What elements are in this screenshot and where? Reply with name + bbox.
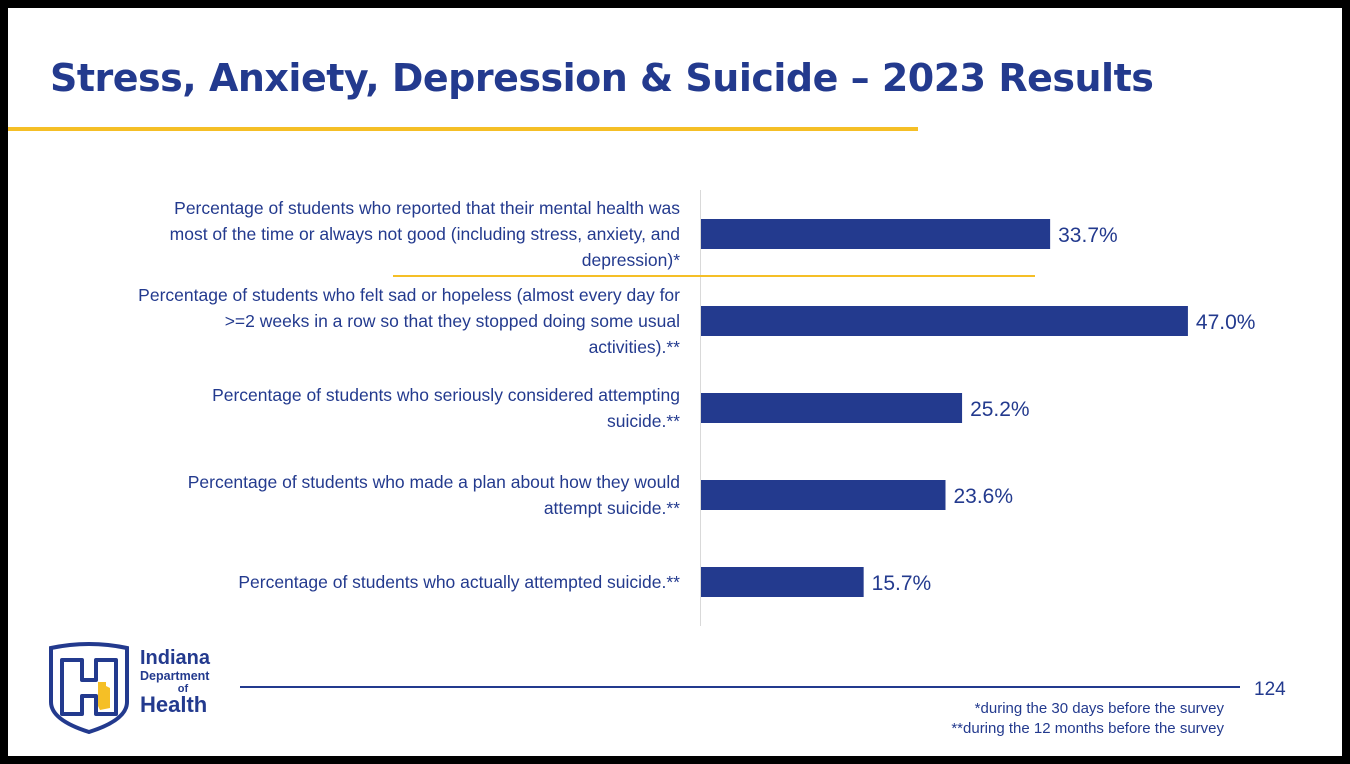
category-label-line: depression)* [582, 250, 680, 270]
bar-2 [701, 393, 963, 423]
category-label-line: Percentage of students who made a plan a… [188, 472, 680, 492]
category-label-2: Percentage of students who seriously con… [212, 385, 680, 431]
category-label-4: Percentage of students who actually atte… [238, 572, 680, 592]
slide-title: Stress, Anxiety, Depression & Suicide – … [50, 56, 1154, 100]
category-label-1: Percentage of students who felt sad or h… [138, 285, 680, 357]
bars-group: 33.7% Percentage of students who reported… [138, 198, 1255, 597]
category-label-line: attempt suicide.** [544, 498, 680, 518]
page-number: 124 [1254, 679, 1286, 700]
value-label-1: 47.0% [1196, 311, 1256, 334]
logo-line-department: Department [140, 669, 210, 683]
footnote-30-days: *during the 30 days before the survey [974, 700, 1224, 717]
category-label-line: most of the time or always not good (inc… [170, 224, 680, 244]
category-label-0: Percentage of students who reported that… [170, 198, 681, 270]
bar-0 [701, 219, 1051, 249]
bar-chart: 33.7% Percentage of students who reported… [138, 190, 1255, 626]
category-label-3: Percentage of students who made a plan a… [188, 472, 680, 518]
logo-line-of: of [177, 682, 189, 695]
title-underline [8, 127, 918, 131]
category-label-line: Percentage of students who seriously con… [212, 385, 680, 405]
category-label-line: suicide.** [607, 411, 680, 431]
logo-wordmark: Indiana Department of Health [140, 648, 226, 716]
category-label-line: activities).** [589, 337, 681, 357]
slide: Stress, Anxiety, Depression & Suicide – … [8, 8, 1342, 756]
value-label-4: 15.7% [872, 572, 932, 595]
footer-divider [240, 686, 1240, 688]
bar-1 [701, 306, 1188, 336]
logo-line-health: Health [140, 691, 208, 717]
bar-4 [701, 567, 864, 597]
value-label-2: 25.2% [970, 398, 1030, 421]
logo-mark-icon [49, 642, 129, 734]
logo-line-indiana: Indiana [140, 647, 211, 669]
category-label-line: Percentage of students who felt sad or h… [138, 285, 680, 305]
category-label-line: Percentage of students who actually atte… [238, 572, 680, 592]
category-label-line: Percentage of students who reported that… [174, 198, 680, 218]
value-label-0: 33.7% [1058, 224, 1118, 247]
category-label-line: >=2 weeks in a row so that they stopped … [225, 311, 680, 331]
footnote-12-months: **during the 12 months before the survey [951, 720, 1224, 737]
bar-3 [701, 480, 946, 510]
value-label-3: 23.6% [953, 485, 1013, 508]
